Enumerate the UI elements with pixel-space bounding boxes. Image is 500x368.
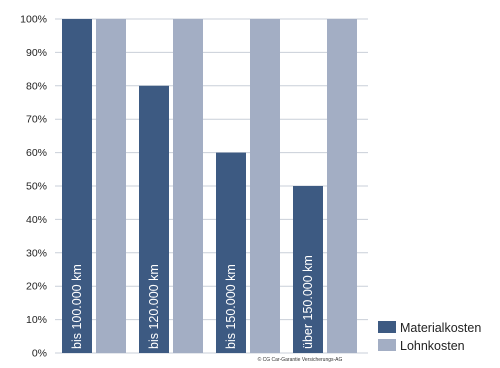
y-tick-label: 0% [32,348,47,360]
y-tick-label: 70% [26,114,47,126]
category-label: bis 100.000 km [70,264,84,349]
copyright-note: © CG Car-Garantie Versicherungs-AG [258,356,343,363]
bar-lohnkosten-3 [250,19,280,353]
y-tick-label: 20% [26,281,47,293]
legend-swatch [378,339,396,351]
bar-materialkosten-3 [216,152,246,353]
y-tick-label: 40% [26,214,47,226]
y-tick-label: 90% [26,47,47,59]
category-label: bis 150.000 km [224,264,238,349]
y-tick-label: 30% [26,247,47,259]
category-label: über 150.000 km [301,255,315,349]
category-labels: bis 100.000 km bis 120.000 km bis 150.000 … [70,255,315,349]
y-tick-label: 60% [26,147,47,159]
bar-materialkosten-2 [139,85,169,354]
bars [62,19,357,354]
y-axis-tick-labels: 0% 10% 20% 30% 40% 50% 60% 70% 80% 90% 100% [20,14,47,360]
y-tick-label: 50% [26,181,47,193]
bar-lohnkosten-2 [173,19,203,353]
y-tick-label: 80% [26,80,47,92]
legend-label: Lohnkosten [400,339,465,353]
y-tick-label: 100% [20,14,47,26]
bar-materialkosten-1 [62,19,92,353]
y-tick-label: 10% [26,314,47,326]
legend-swatch [378,321,396,333]
legend: Materialkosten Lohnkosten [378,321,481,353]
bar-lohnkosten-4 [327,19,357,353]
bar-materialkosten-4 [293,186,323,353]
bar-lohnkosten-1 [96,19,126,353]
category-label: bis 120.000 km [147,264,161,349]
legend-label: Materialkosten [400,321,481,335]
